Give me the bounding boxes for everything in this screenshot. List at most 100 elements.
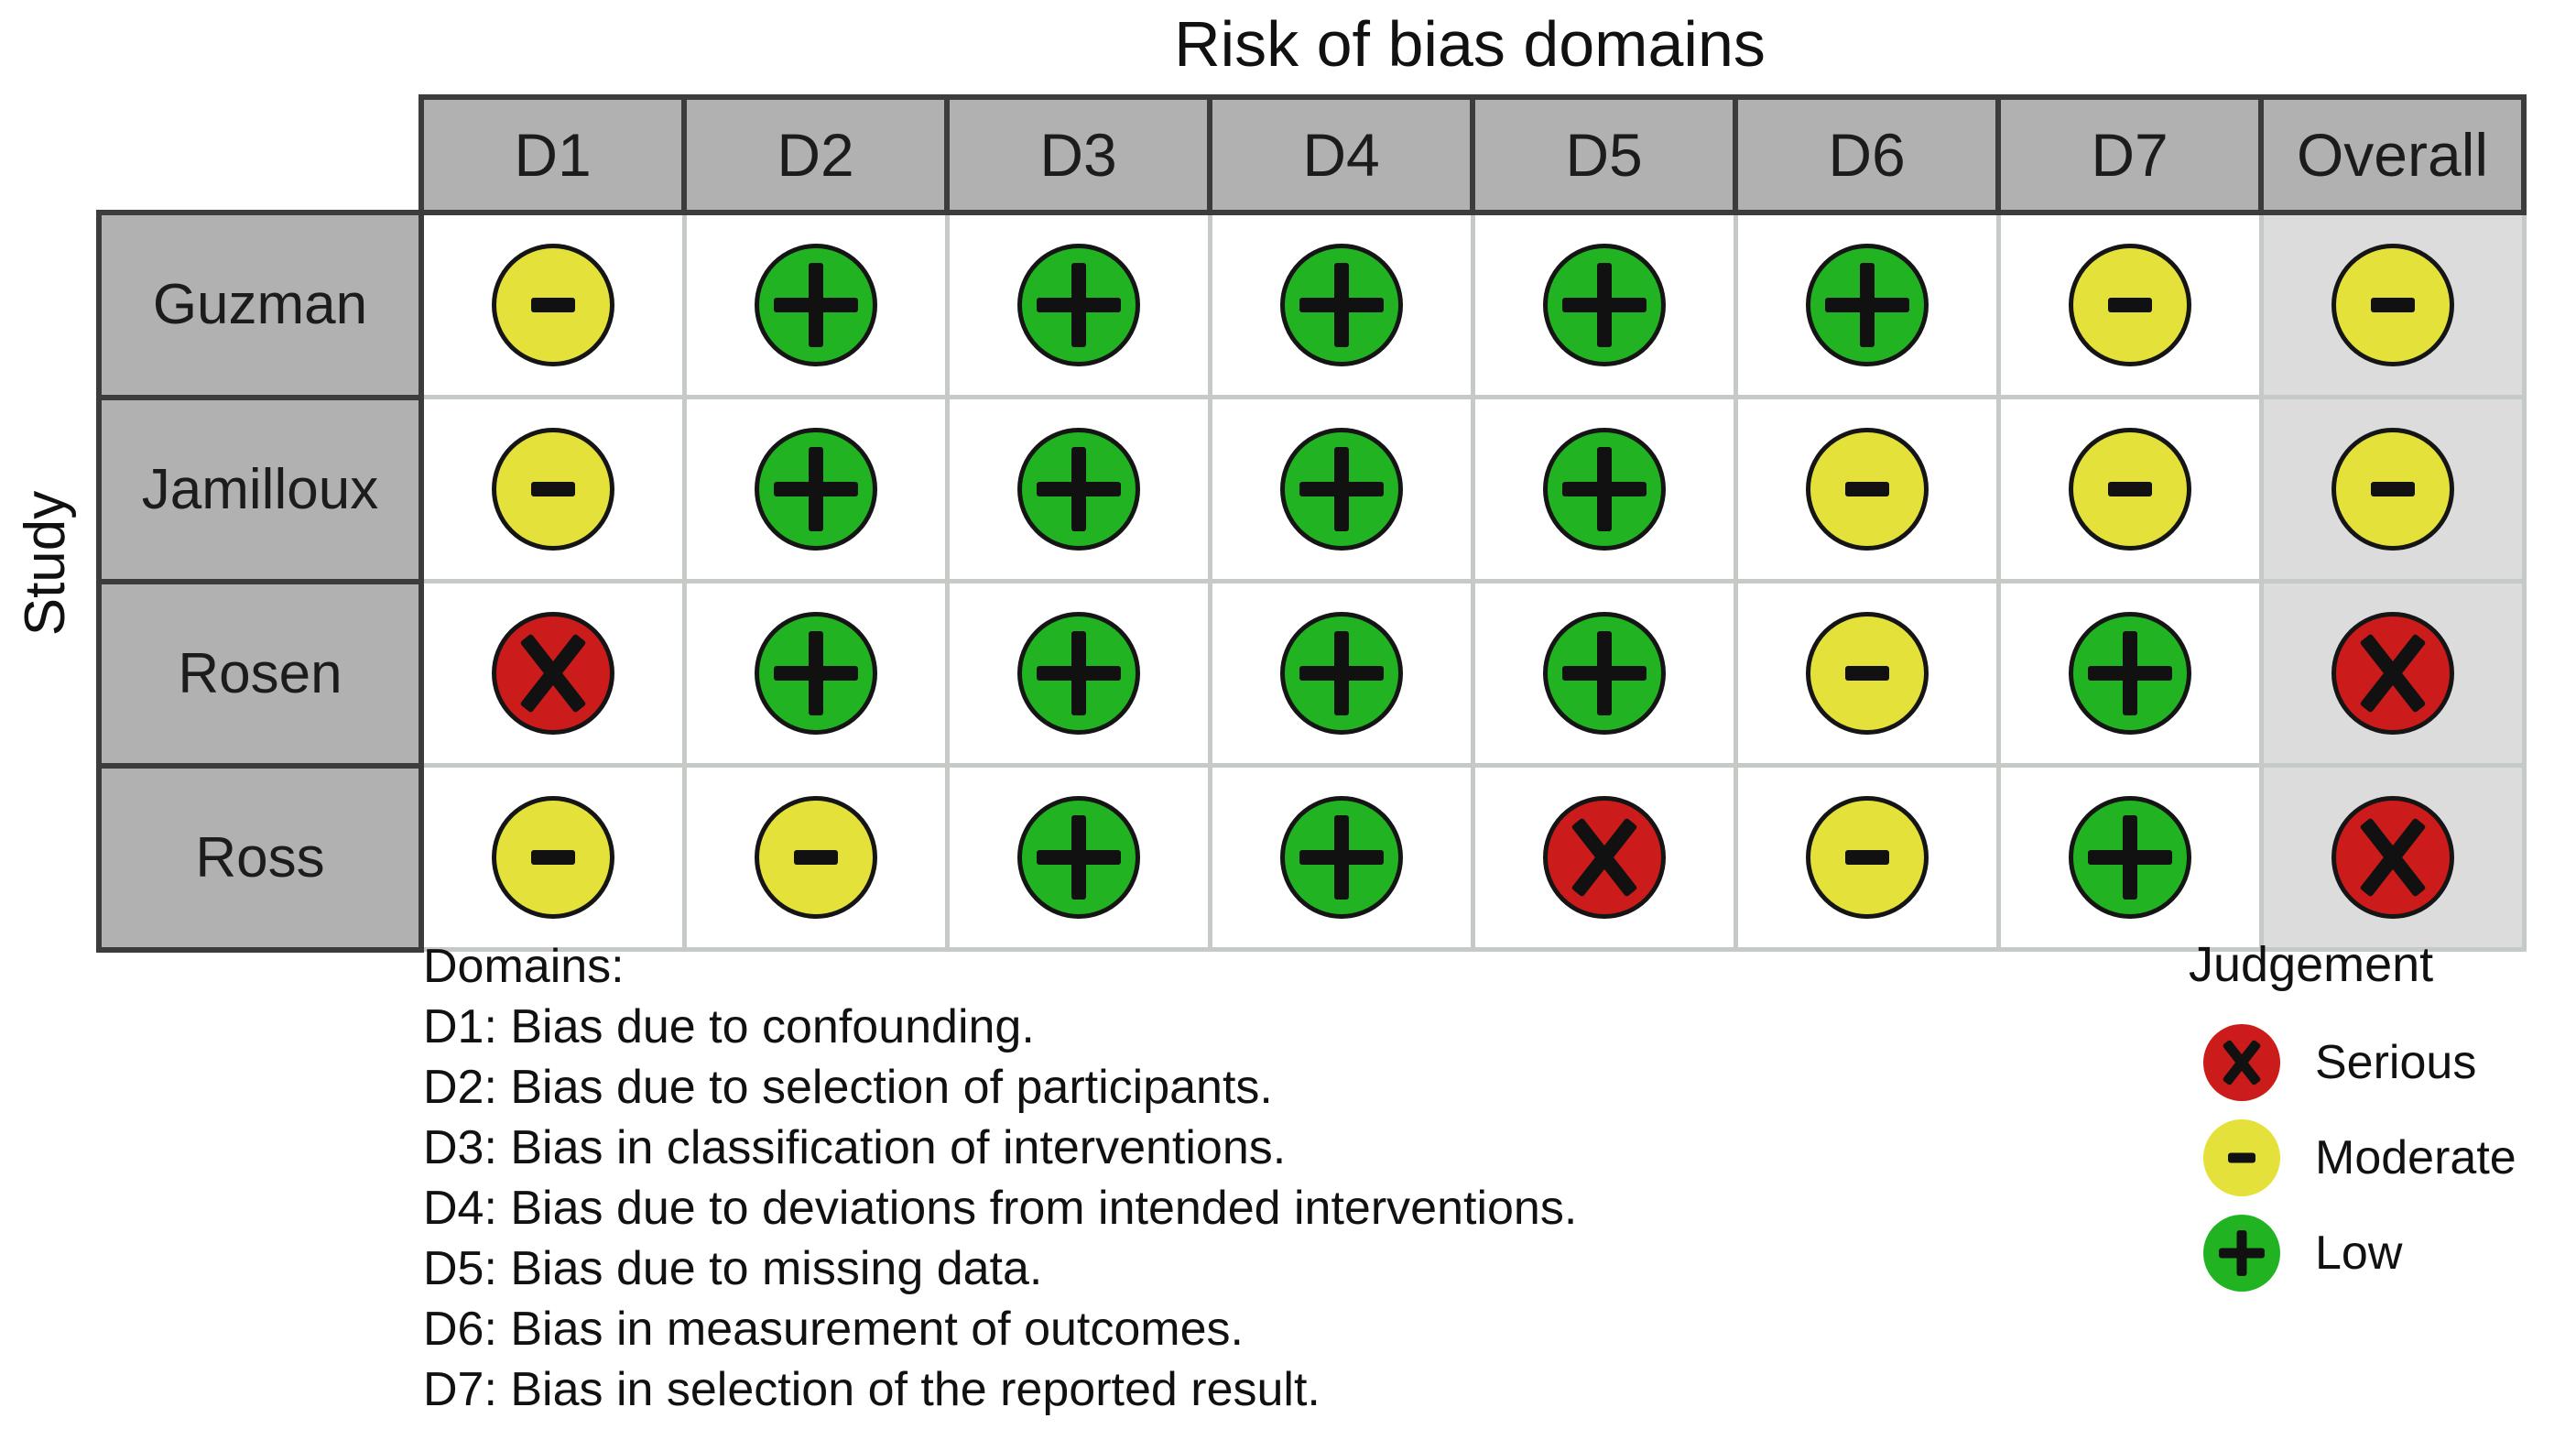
legend-moderate-icon bbox=[2203, 1119, 2280, 1196]
judgement-cell bbox=[418, 210, 687, 399]
judgement-cell-overall bbox=[2258, 210, 2527, 399]
judgement-moderate-icon bbox=[1805, 612, 1929, 735]
judgement-low-icon bbox=[1279, 612, 1403, 735]
domains-note: Domains: D1: Bias due to confounding. D2… bbox=[423, 936, 1577, 1420]
judgement-cell bbox=[1470, 579, 1738, 768]
judgement-low-icon bbox=[1016, 612, 1140, 735]
judgement-low-icon bbox=[1279, 428, 1403, 551]
judgement-low-icon bbox=[754, 612, 877, 735]
judgement-serious-icon bbox=[1542, 796, 1666, 919]
row-header-rosen: Rosen bbox=[96, 578, 424, 769]
judgement-cell bbox=[1995, 763, 2264, 952]
study-axis-label: Study bbox=[14, 490, 77, 637]
judgement-low-icon bbox=[2068, 796, 2191, 919]
table-row-ross: Ross bbox=[96, 762, 2527, 953]
judgement-cell bbox=[418, 579, 687, 768]
legend-low-icon bbox=[2203, 1215, 2280, 1292]
judgement-low-icon bbox=[1279, 796, 1403, 919]
judgement-serious-icon bbox=[491, 612, 614, 735]
legend-label-moderate: Moderate bbox=[2315, 1131, 2516, 1184]
judgement-cell bbox=[681, 579, 950, 768]
judgement-cell bbox=[944, 395, 1212, 584]
judgement-low-icon bbox=[754, 244, 877, 366]
judgement-low-icon bbox=[1016, 244, 1140, 366]
judgement-low-icon bbox=[1542, 244, 1666, 366]
legend-item-moderate: Moderate bbox=[2187, 1119, 2516, 1196]
judgement-cell bbox=[944, 763, 1212, 952]
judgement-cell bbox=[418, 763, 687, 952]
judgement-moderate-icon bbox=[491, 428, 614, 551]
judgement-cell bbox=[681, 395, 950, 584]
row-header-guzman: Guzman bbox=[96, 210, 424, 400]
table-row-rosen: Rosen bbox=[96, 578, 2527, 769]
judgement-cell bbox=[1470, 210, 1738, 399]
column-header-d6: D6 bbox=[1733, 94, 2001, 215]
judgement-cell bbox=[681, 210, 950, 399]
risk-of-bias-table: D1 D2 D3 D4 D5 D6 D7 Overall Guzman bbox=[96, 94, 2527, 953]
judgement-serious-icon bbox=[2331, 612, 2454, 735]
legend-item-serious: Serious bbox=[2187, 1024, 2516, 1101]
judgement-moderate-icon bbox=[1805, 428, 1929, 551]
row-header-jamilloux: Jamilloux bbox=[96, 394, 424, 584]
judgement-cell bbox=[1733, 579, 2001, 768]
judgement-cell bbox=[1470, 763, 1738, 952]
table-row-guzman: Guzman bbox=[96, 210, 2527, 400]
judgement-low-icon bbox=[1279, 244, 1403, 366]
domain-item-d6: D6: Bias in measurement of outcomes. bbox=[423, 1303, 1244, 1356]
domain-item-d7: D7: Bias in selection of the reported re… bbox=[423, 1363, 1321, 1416]
figure-title: Risk of bias domains bbox=[1174, 8, 1766, 80]
legend-label-low: Low bbox=[2315, 1227, 2403, 1280]
judgement-cell-overall bbox=[2258, 579, 2527, 768]
judgement-moderate-icon bbox=[754, 796, 877, 919]
column-header-overall: Overall bbox=[2258, 94, 2527, 215]
column-header-d5: D5 bbox=[1470, 94, 1738, 215]
judgement-moderate-icon bbox=[2068, 428, 2191, 551]
judgement-cell bbox=[1995, 210, 2264, 399]
judgement-moderate-icon bbox=[2331, 244, 2454, 366]
judgement-moderate-icon bbox=[491, 796, 614, 919]
legend-item-low: Low bbox=[2187, 1215, 2516, 1292]
judgement-cell bbox=[1207, 395, 1475, 584]
judgement-low-icon bbox=[1542, 428, 1666, 551]
judgement-cell bbox=[1733, 763, 2001, 952]
judgement-serious-icon bbox=[2331, 796, 2454, 919]
judgement-cell bbox=[681, 763, 950, 952]
legend: Judgement Serious Moderate Low bbox=[2187, 936, 2516, 1292]
judgement-cell bbox=[1995, 395, 2264, 584]
domain-item-d1: D1: Bias due to confounding. bbox=[423, 1000, 1035, 1053]
judgement-low-icon bbox=[1542, 612, 1666, 735]
domains-heading: Domains: bbox=[423, 940, 625, 993]
legend-serious-icon bbox=[2203, 1024, 2280, 1101]
column-header-d2: D2 bbox=[681, 94, 950, 215]
judgement-cell bbox=[944, 579, 1212, 768]
judgement-cell bbox=[1995, 579, 2264, 768]
legend-label-serious: Serious bbox=[2315, 1036, 2477, 1089]
judgement-cell bbox=[944, 210, 1212, 399]
judgement-cell bbox=[1733, 395, 2001, 584]
domain-item-d5: D5: Bias due to missing data. bbox=[423, 1242, 1043, 1295]
judgement-cell bbox=[418, 395, 687, 584]
corner-cell bbox=[99, 97, 421, 213]
domain-item-d3: D3: Bias in classification of interventi… bbox=[423, 1121, 1287, 1174]
header-row: D1 D2 D3 D4 D5 D6 D7 Overall bbox=[99, 94, 2527, 215]
judgement-moderate-icon bbox=[2331, 428, 2454, 551]
judgement-cell-overall bbox=[2258, 395, 2527, 584]
judgement-low-icon bbox=[1016, 428, 1140, 551]
judgement-low-icon bbox=[1016, 796, 1140, 919]
judgement-low-icon bbox=[1805, 244, 1929, 366]
judgement-cell bbox=[1207, 210, 1475, 399]
judgement-cell bbox=[1470, 395, 1738, 584]
column-header-d4: D4 bbox=[1207, 94, 1475, 215]
column-header-d1: D1 bbox=[418, 94, 687, 215]
column-header-d7: D7 bbox=[1995, 94, 2264, 215]
judgement-cell bbox=[1207, 763, 1475, 952]
judgement-moderate-icon bbox=[1805, 796, 1929, 919]
judgement-cell bbox=[1207, 579, 1475, 768]
judgement-low-icon bbox=[754, 428, 877, 551]
judgement-moderate-icon bbox=[2068, 244, 2191, 366]
row-header-ross: Ross bbox=[96, 762, 424, 953]
legend-title: Judgement bbox=[2189, 937, 2434, 992]
domain-item-d4: D4: Bias due to deviations from intended… bbox=[423, 1182, 1578, 1235]
domain-item-d2: D2: Bias due to selection of participant… bbox=[423, 1061, 1273, 1114]
